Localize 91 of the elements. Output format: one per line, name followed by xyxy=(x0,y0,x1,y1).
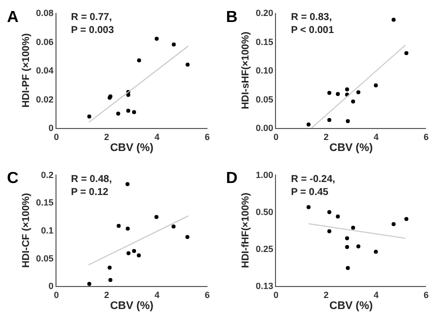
x-tick-label: 6 xyxy=(424,290,429,300)
point xyxy=(172,224,176,228)
y-tick-label: 0.05 xyxy=(256,94,274,104)
y-tick-label: 0.2 xyxy=(41,170,54,180)
annotation: R = 0.77, P = 0.003 xyxy=(71,12,114,36)
text: D xyxy=(226,170,238,187)
point xyxy=(327,210,332,214)
x-axis-title: CBV (%) xyxy=(329,142,374,154)
y-tick-label: 0.10 xyxy=(256,66,274,76)
point xyxy=(137,58,142,62)
y-tick-label: 1.00 xyxy=(256,170,274,180)
y-tick-label: 0 xyxy=(48,123,54,134)
point xyxy=(306,122,311,127)
y-axis-title: HDI-sHF(×100%) xyxy=(240,32,252,110)
x-tick-label: 6 xyxy=(204,290,210,300)
point xyxy=(126,226,130,231)
y-axis-title: HDI-fHF(×100%) xyxy=(240,192,252,268)
point xyxy=(345,236,350,240)
point xyxy=(356,90,360,94)
point xyxy=(116,224,121,228)
text: A xyxy=(7,9,19,26)
x-tick-label: 2 xyxy=(104,132,110,142)
point xyxy=(346,119,350,124)
point xyxy=(108,266,112,270)
point xyxy=(132,248,136,253)
point xyxy=(126,182,130,186)
y-tick-label: 0.04 xyxy=(36,66,54,76)
point xyxy=(336,92,340,96)
x-tick-label: 4 xyxy=(374,132,379,142)
point xyxy=(327,118,332,122)
point xyxy=(327,229,332,234)
y-tick-label: 0.08 xyxy=(36,8,54,18)
annotation: R = -0.24, P = 0.45 xyxy=(291,174,336,198)
y-tick-label: 0.05 xyxy=(36,253,54,264)
y-tick-label: 0.15 xyxy=(36,198,54,208)
y-tick-label: 0.25 xyxy=(256,244,274,254)
point xyxy=(132,110,136,114)
point xyxy=(172,42,176,47)
point xyxy=(351,100,356,104)
point xyxy=(116,112,120,116)
y-tick-label: 0.20 xyxy=(256,8,274,18)
y-tick-label: 0.06 xyxy=(36,36,54,47)
point xyxy=(404,51,408,56)
y-tick-label: 0.50 xyxy=(256,206,274,217)
y-tick-label: 0.15 xyxy=(256,36,274,47)
x-axis-title: CBV (%) xyxy=(110,142,154,154)
point xyxy=(87,114,92,118)
annotation: R = 0.48, P = 0.12 xyxy=(71,174,112,198)
point xyxy=(356,244,360,248)
y-tick-label: 0.00 xyxy=(256,123,274,134)
point xyxy=(186,62,190,67)
y-axis-title: HDI-PF (×100%) xyxy=(20,33,32,108)
y-tick-label: 0.1 xyxy=(41,226,54,236)
point xyxy=(108,278,112,282)
x-tick-label: 4 xyxy=(374,290,379,300)
x-tick-label: 6 xyxy=(204,132,210,142)
x-tick-label: 4 xyxy=(154,290,160,300)
y-axis-title: HDI-CF (×100%) xyxy=(20,192,32,268)
point xyxy=(306,205,311,210)
x-tick-label: 2 xyxy=(324,290,329,300)
point xyxy=(126,92,130,97)
point xyxy=(126,251,131,256)
x-axis-title: CBV (%) xyxy=(329,300,374,312)
point xyxy=(154,36,159,41)
point xyxy=(154,214,158,219)
x-tick-label: 2 xyxy=(104,290,110,300)
y-tick-label: 0.13 xyxy=(256,281,274,292)
y-tick-label: 0 xyxy=(48,281,54,292)
point xyxy=(136,253,141,258)
text: B xyxy=(226,9,238,26)
x-tick-label: 6 xyxy=(424,132,429,142)
point xyxy=(327,90,332,95)
point xyxy=(392,18,396,22)
point xyxy=(346,266,350,270)
point xyxy=(87,282,92,286)
x-tick-label: 4 xyxy=(154,132,160,142)
point xyxy=(404,217,408,222)
y-tick-label: 0.02 xyxy=(36,94,54,104)
point xyxy=(374,250,378,254)
text: C xyxy=(7,170,19,187)
point xyxy=(345,245,350,250)
point xyxy=(336,214,340,218)
point xyxy=(374,83,378,88)
point xyxy=(126,108,130,113)
point xyxy=(392,222,396,226)
annotation: R = 0.83, P < 0.001 xyxy=(291,12,334,36)
x-tick-label: 2 xyxy=(324,132,329,142)
point xyxy=(351,226,356,230)
x-axis-title: CBV (%) xyxy=(110,300,154,312)
point xyxy=(185,235,190,240)
point xyxy=(345,87,350,92)
